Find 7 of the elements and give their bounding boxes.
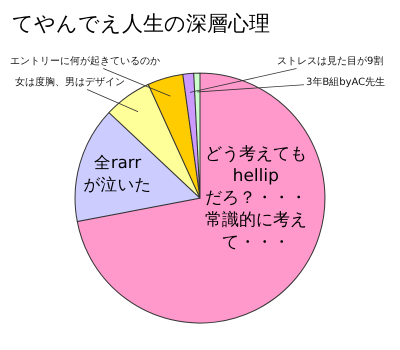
slice-label: どう考えてもhellipだろ？・・・常識的に考えて・・・ — [204, 144, 307, 252]
slice-label: 3年B組byAC先生 — [306, 76, 386, 88]
slice-label: 全rarrが泣いた — [83, 153, 152, 194]
slice-label: 女は度胸、男はデザイン — [15, 76, 125, 88]
chart-title: てやんでえ人生の深層心理 — [12, 11, 270, 36]
slice-label: ストレスは見た目が9割 — [277, 55, 384, 67]
slice-label: エントリーに何が起きているのか — [10, 55, 160, 67]
